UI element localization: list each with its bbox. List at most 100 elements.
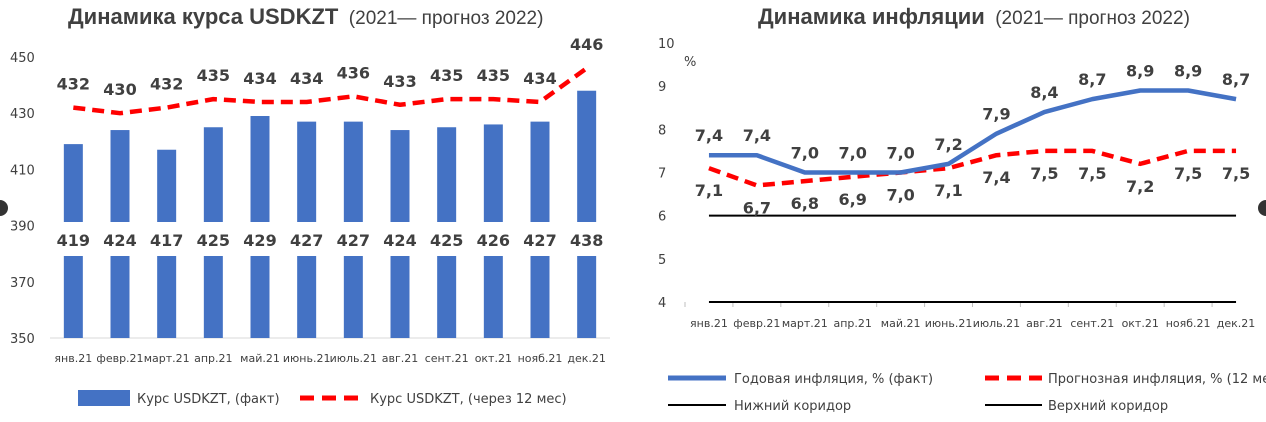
x-tick-label: июль.21	[973, 317, 1020, 330]
x-tick-label: февр.21	[96, 352, 143, 365]
y-unit-label: %	[684, 55, 696, 70]
y-tick-label: 5	[658, 253, 666, 268]
left-title-sub: (2021— прогноз 2022)	[349, 8, 544, 29]
x-tick-label: март.21	[782, 317, 828, 330]
bar	[577, 90, 597, 338]
forecast-inflation-line	[708, 148, 1237, 188]
y-tick-label: 4	[658, 296, 666, 311]
y-tick-label: 10	[658, 37, 675, 52]
x-tick-label: май.21	[881, 317, 921, 330]
x-tick-label: май.21	[240, 352, 280, 365]
legend-label-inflation-forecast: Прогнозная инфляция, % (12 мес)	[1048, 372, 1266, 387]
actual-data-label: 7,9	[982, 105, 1010, 124]
left-chart-title: Динамика курса USDKZT (2021— прогноз 202…	[68, 4, 543, 29]
forecast-data-label: 7,4	[982, 168, 1010, 187]
actual-data-label: 7,4	[743, 126, 771, 145]
x-tick-label: янв.21	[690, 317, 728, 330]
x-tick-label: авг.21	[1026, 317, 1063, 330]
bar-label-bg	[333, 222, 374, 256]
actual-data-label: 7,0	[791, 144, 819, 163]
forecast-data-label: 7,0	[886, 186, 914, 205]
actual-data-label: 8,9	[1174, 61, 1202, 80]
x-tick-label: янв.21	[54, 352, 92, 365]
forecast-data-label: 436	[337, 63, 370, 82]
actual-data-label: 8,9	[1126, 61, 1154, 80]
forecast-data-label: 434	[243, 69, 276, 88]
right-legend: Годовая инфляция, % (факт) Прогнозная ин…	[668, 372, 1266, 414]
y-tick-label: 350	[10, 332, 35, 347]
bar-label-bg	[240, 222, 280, 256]
y-tick-label: 390	[10, 220, 35, 235]
bar-data-label: 419	[57, 231, 90, 250]
legend-label-lower-corridor: Нижний коридор	[734, 399, 851, 414]
right-title-main: Динамика инфляции	[758, 4, 985, 29]
forecast-data-label: 433	[383, 72, 416, 91]
y-tick-label: 8	[658, 123, 666, 138]
forecast-data-label: 435	[430, 66, 463, 85]
forecast-data-label: 7,1	[934, 181, 962, 200]
forecast-data-label: 432	[57, 75, 90, 94]
x-tick-label: апр.21	[194, 352, 232, 365]
x-tick-label: февр.21	[733, 317, 780, 330]
bar-label-bg	[53, 222, 94, 256]
usdkzt-chart: 350 370 390 410 430 450 янв.21 февр.21 март.21 ап…	[10, 35, 610, 365]
x-tick-label: нояб.21	[518, 352, 563, 365]
forecast-data-label: 6,9	[839, 190, 867, 209]
x-tick-label: окт.21	[475, 352, 512, 365]
x-tick-label: сент.21	[425, 352, 469, 365]
x-tick-label: дек.21	[567, 352, 606, 365]
x-tick-label: сент.21	[1070, 317, 1114, 330]
x-tick-label: авг.21	[382, 352, 419, 365]
x-tick-label: июль.21	[330, 352, 377, 365]
x-tick-label: окт.21	[1122, 317, 1159, 330]
bar-data-label: 427	[523, 231, 556, 250]
left-legend: Курс USDKZT, (факт) Курс USDKZT, (через …	[78, 390, 567, 407]
y-tick-label: 370	[10, 276, 35, 291]
y-tick-label: 6	[658, 210, 666, 225]
legend-label-inflation-fact: Годовая инфляция, % (факт)	[734, 372, 933, 387]
y-tick-label: 450	[10, 51, 35, 66]
forecast-data-label: 434	[523, 69, 556, 88]
forecast-data-label: 435	[197, 66, 230, 85]
bar-data-label: 429	[243, 231, 276, 250]
x-tick-label: июнь.21	[925, 317, 973, 330]
y-tick-label: 430	[10, 107, 35, 122]
bar-label-bg	[146, 222, 187, 256]
bar-data-label: 425	[197, 231, 230, 250]
bar-label-bg	[520, 222, 560, 256]
bar-data-label: 417	[150, 231, 183, 250]
actual-data-label: 7,0	[839, 144, 867, 163]
forecast-data-label: 7,5	[1222, 164, 1250, 183]
forecast-data-label: 7,5	[1174, 164, 1202, 183]
legend-label-usdkzt-forecast: Курс USDKZT, (через 12 мес)	[370, 392, 567, 407]
y-tick-label: 9	[658, 80, 666, 95]
bar-data-label: 427	[337, 231, 370, 250]
legend-label-upper-corridor: Верхний коридор	[1048, 399, 1168, 414]
right-chart-title: Динамика инфляции (2021— прогноз 2022)	[758, 4, 1190, 29]
bar-data-label: 427	[290, 231, 323, 250]
actual-data-label: 7,0	[886, 144, 914, 163]
y-tick-label: 410	[10, 163, 35, 178]
legend-label-usdkzt-fact: Курс USDKZT, (факт)	[137, 392, 280, 407]
legend-swatch-bar	[78, 390, 130, 406]
forecast-data-label: 435	[477, 66, 510, 85]
x-tick-label: нояб.21	[1166, 317, 1211, 330]
bar-data-label: 424	[103, 231, 136, 250]
forecast-data-label: 446	[570, 35, 603, 54]
actual-data-label: 7,2	[934, 135, 962, 154]
bar-label-bg	[566, 222, 607, 256]
bar-data-label: 438	[570, 231, 603, 250]
bar-label-bg	[286, 222, 327, 256]
forecast-data-label: 432	[150, 75, 183, 94]
inflation-chart: 4 5 6 7 8 9 10% янв.21 февр.21 март.21 апр.21 май.2…	[658, 37, 1255, 330]
left-title-main: Динамика курса USDKZT	[68, 4, 339, 29]
bar-label-bg	[100, 222, 140, 256]
actual-data-label: 7,4	[695, 126, 723, 145]
actual-inflation-line	[708, 88, 1237, 175]
forecast-data-label: 6,7	[743, 198, 771, 217]
forecast-data-label: 434	[290, 69, 323, 88]
forecast-line	[73, 66, 588, 116]
left-edge-marker	[0, 200, 8, 216]
bar-label-bg	[473, 222, 514, 256]
